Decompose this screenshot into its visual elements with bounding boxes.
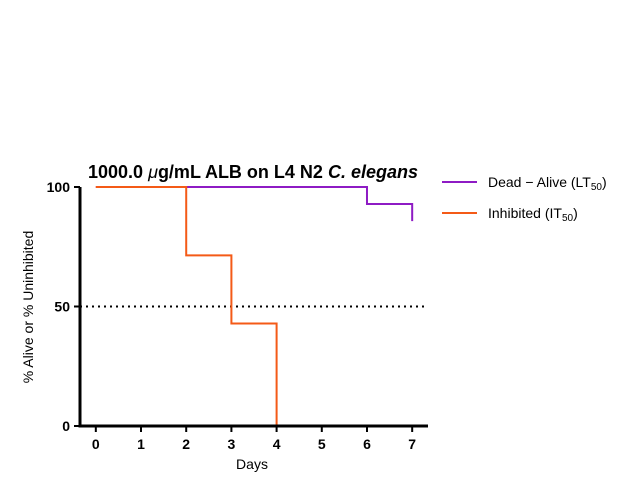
legend-label-0: Dead − Alive (LT50)	[488, 174, 607, 193]
x-axis-label: Days	[236, 456, 268, 472]
x-tick-label: 4	[273, 436, 281, 452]
x-tick-label: 5	[318, 436, 326, 452]
series-line-0	[95, 186, 414, 222]
x-tick-label: 0	[92, 436, 100, 452]
x-tick-label: 2	[182, 436, 190, 452]
y-axis-label: % Alive or % Uninhibited	[20, 231, 36, 384]
x-tick-label: 1	[137, 436, 145, 452]
legend-label-1: Inhibited (IT50)	[488, 205, 578, 224]
x-tick-label: 6	[363, 436, 371, 452]
y-tick-label: 100	[47, 179, 71, 195]
y-tick-label: 50	[54, 299, 70, 315]
y-tick-label: 0	[62, 418, 70, 434]
chart-title: 1000.0 μg/mL ALB on L4 N2 C. elegans	[88, 162, 418, 182]
x-tick-label: 7	[408, 436, 416, 452]
x-tick-label: 3	[228, 436, 236, 452]
series-line-1	[95, 186, 278, 426]
